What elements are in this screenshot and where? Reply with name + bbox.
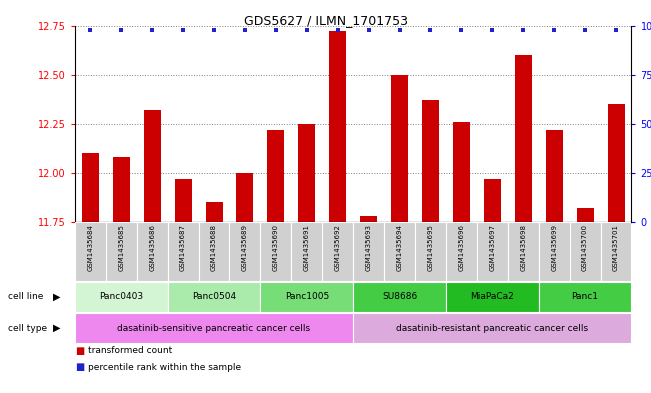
Text: GSM1435694: GSM1435694: [396, 224, 402, 271]
Text: ▶: ▶: [53, 292, 61, 302]
Bar: [484, 179, 501, 222]
Text: Panc0403: Panc0403: [99, 292, 143, 301]
Text: GSM1435684: GSM1435684: [87, 224, 93, 271]
Bar: [260, 282, 353, 312]
Bar: [353, 313, 631, 343]
Bar: [446, 222, 477, 281]
Bar: [75, 313, 353, 343]
Bar: [353, 282, 446, 312]
Text: GDS5627 / ILMN_1701753: GDS5627 / ILMN_1701753: [243, 14, 408, 27]
Text: GSM1435701: GSM1435701: [613, 224, 619, 271]
Text: GSM1435697: GSM1435697: [490, 224, 495, 271]
Bar: [82, 153, 99, 222]
Bar: [106, 222, 137, 281]
Text: dasatinib-resistant pancreatic cancer cells: dasatinib-resistant pancreatic cancer ce…: [396, 324, 589, 332]
Text: cell line: cell line: [8, 292, 43, 301]
Bar: [570, 222, 600, 281]
Text: GSM1435687: GSM1435687: [180, 224, 186, 271]
Text: Panc1005: Panc1005: [284, 292, 329, 301]
Bar: [230, 222, 260, 281]
Text: GSM1435693: GSM1435693: [366, 224, 372, 271]
Bar: [453, 122, 470, 222]
Bar: [329, 31, 346, 222]
Text: Panc1: Panc1: [572, 292, 598, 301]
Text: ■: ■: [75, 362, 84, 373]
Bar: [446, 282, 539, 312]
Text: Panc0504: Panc0504: [192, 292, 236, 301]
Bar: [546, 130, 562, 222]
Text: ■: ■: [75, 346, 84, 356]
Bar: [144, 110, 161, 222]
Bar: [515, 55, 532, 222]
Bar: [113, 157, 130, 222]
Text: GSM1435692: GSM1435692: [335, 224, 340, 271]
Text: GSM1435689: GSM1435689: [242, 224, 248, 271]
Text: GSM1435690: GSM1435690: [273, 224, 279, 271]
Text: cell type: cell type: [8, 324, 47, 332]
Text: GSM1435700: GSM1435700: [582, 224, 588, 271]
Bar: [539, 282, 631, 312]
Text: GSM1435686: GSM1435686: [149, 224, 155, 271]
Bar: [607, 104, 624, 222]
Bar: [168, 282, 260, 312]
Bar: [174, 179, 191, 222]
Bar: [292, 222, 322, 281]
Bar: [206, 202, 223, 222]
Text: MiaPaCa2: MiaPaCa2: [471, 292, 514, 301]
Bar: [268, 130, 284, 222]
Bar: [322, 222, 353, 281]
Bar: [168, 222, 199, 281]
Bar: [539, 222, 570, 281]
Bar: [236, 173, 253, 222]
Text: GSM1435688: GSM1435688: [211, 224, 217, 271]
Bar: [75, 282, 168, 312]
Bar: [384, 222, 415, 281]
Bar: [415, 222, 446, 281]
Text: GSM1435685: GSM1435685: [118, 224, 124, 271]
Bar: [137, 222, 168, 281]
Bar: [600, 222, 631, 281]
Bar: [508, 222, 539, 281]
Bar: [260, 222, 292, 281]
Bar: [75, 222, 105, 281]
Bar: [577, 208, 594, 222]
Text: GSM1435696: GSM1435696: [458, 224, 464, 271]
Bar: [298, 124, 315, 222]
Text: ▶: ▶: [53, 323, 61, 333]
Text: GSM1435699: GSM1435699: [551, 224, 557, 271]
Text: GSM1435698: GSM1435698: [520, 224, 526, 271]
Bar: [477, 222, 508, 281]
Bar: [391, 75, 408, 222]
Bar: [422, 100, 439, 222]
Text: GSM1435695: GSM1435695: [428, 224, 434, 271]
Text: dasatinib-sensitive pancreatic cancer cells: dasatinib-sensitive pancreatic cancer ce…: [117, 324, 311, 332]
Bar: [199, 222, 230, 281]
Text: transformed count: transformed count: [88, 347, 172, 355]
Text: SU8686: SU8686: [382, 292, 417, 301]
Text: GSM1435691: GSM1435691: [304, 224, 310, 271]
Text: percentile rank within the sample: percentile rank within the sample: [88, 363, 241, 372]
Bar: [360, 216, 377, 222]
Bar: [353, 222, 384, 281]
